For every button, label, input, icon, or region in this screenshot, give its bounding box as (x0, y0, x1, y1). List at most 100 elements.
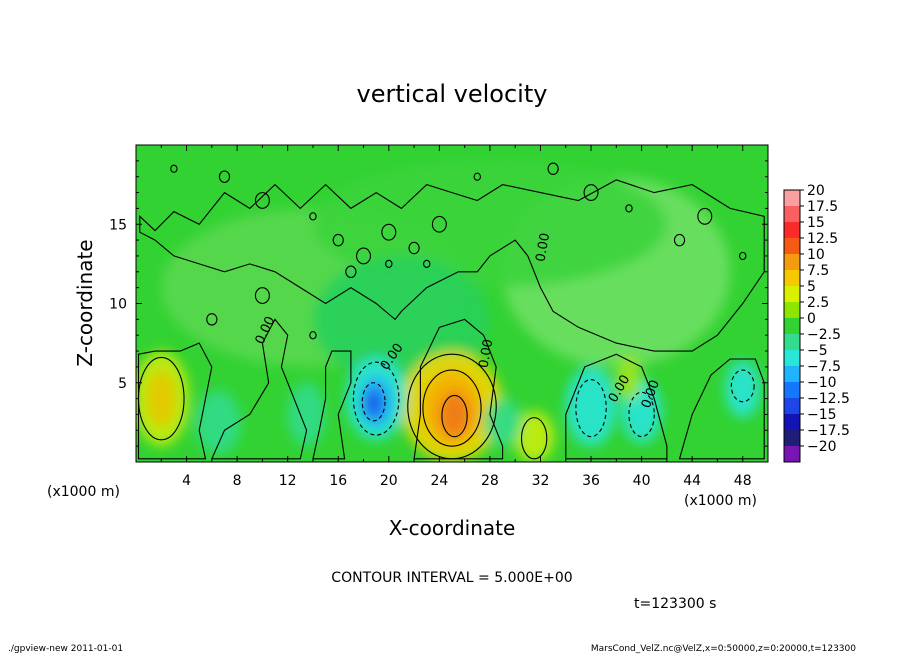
colorbar-label: −2.5 (807, 327, 841, 343)
y-tick-label: 10 (109, 297, 127, 313)
contour-line (673, 233, 686, 247)
colorbar-swatch (784, 254, 800, 271)
x-tick-label: 16 (329, 473, 347, 489)
colorbar-label: 15 (807, 215, 825, 231)
y-axis-label: Z-coordinate (73, 239, 97, 366)
colorbar-label: −7.5 (807, 359, 841, 375)
contour-line (678, 358, 765, 460)
x-axis-label: X-coordinate (389, 516, 516, 540)
contour-line (332, 233, 344, 247)
colorbar-label: −12.5 (807, 391, 850, 407)
x-tick-label: 48 (734, 473, 752, 489)
contour-line-negative (361, 382, 386, 422)
contour-line (218, 170, 231, 183)
field-region (438, 390, 471, 439)
colorbar-swatch (784, 238, 800, 255)
plot-area: 0.000.00 0.000.000.00 0.00 (136, 145, 768, 462)
colorbar-label: 5 (807, 279, 816, 295)
contour-lines (137, 162, 765, 460)
colorbar-label: 20 (807, 183, 825, 199)
colorbar-swatch (784, 430, 800, 447)
y-tick-label: 15 (109, 217, 127, 233)
x-unit-left: (x1000 m) (47, 484, 120, 500)
colorbar-label: −15 (807, 407, 837, 423)
contour-line (583, 184, 599, 201)
x-tick-label: 8 (233, 473, 242, 489)
colorbar-swatch (784, 334, 800, 351)
contour-line (547, 162, 559, 176)
colorbar-swatch (784, 382, 800, 399)
contour-line-negative (352, 361, 400, 436)
contour-line (309, 331, 317, 340)
contour-line (254, 192, 270, 209)
field-region (725, 360, 761, 418)
contour-line (441, 394, 468, 438)
x-unit-right: (x1000 m) (684, 493, 757, 509)
x-axis: 4 8 12 16 20 24 28 32 36 40 44 48 (160, 145, 752, 489)
colorbar-swatch (784, 270, 800, 287)
x-tick-label: 36 (582, 473, 600, 489)
colorbar-label: −5 (807, 343, 828, 359)
x-tick-label: 12 (279, 473, 297, 489)
colorbar-swatch (784, 190, 800, 207)
field-region (364, 389, 383, 418)
colorbar-swatch (784, 302, 800, 319)
contour-line (210, 318, 308, 460)
contour-line (413, 318, 504, 460)
contour-line (254, 287, 270, 304)
contour-line (625, 204, 633, 213)
colorbar-label: 2.5 (807, 295, 829, 311)
colorbar-swatch (784, 398, 800, 415)
contour-line (520, 417, 548, 460)
contour-line (423, 259, 431, 268)
contour-line (385, 259, 393, 268)
contour-label: 0.00 (533, 232, 553, 263)
y-axis: 5 10 15 (109, 160, 768, 447)
x-tick-label: 28 (481, 473, 499, 489)
colorbar-label: −10 (807, 375, 837, 391)
colorbar-label: −17.5 (807, 423, 850, 439)
contour-line-negative (628, 391, 655, 438)
colorbar-swatch (784, 286, 800, 303)
contour-line (345, 265, 357, 279)
contour-label: 0.00 (477, 338, 497, 369)
contour-line (381, 223, 397, 241)
colorbar-swatch (784, 350, 800, 367)
contour-line (697, 207, 713, 225)
contour-line (206, 313, 218, 326)
contour-line (565, 353, 668, 460)
contour-line (473, 172, 481, 181)
field-region (287, 382, 326, 447)
x-tick-label: 40 (633, 473, 651, 489)
contour-line (170, 164, 178, 173)
contour-interval-text: CONTOUR INTERVAL = 5.000E+00 (331, 570, 572, 586)
contour-line (356, 247, 372, 265)
colorbar-swatch (784, 446, 800, 463)
colorbar-label: 10 (807, 247, 825, 263)
field-region (565, 366, 617, 447)
colorbar-label: 7.5 (807, 263, 829, 279)
contour-line (309, 212, 317, 221)
field-region (195, 390, 241, 455)
x-tick-label: 24 (430, 473, 448, 489)
contour-line (408, 241, 420, 255)
colorbar-swatch (784, 206, 800, 223)
colorbar-label: 12.5 (807, 231, 838, 247)
contour-line (422, 369, 482, 447)
contour-line (739, 251, 747, 261)
colorbar: 2017.51512.5107.552.50−2.5−5−7.5−10−12.5… (783, 183, 850, 463)
field-region (146, 370, 177, 428)
x-tick-label: 44 (683, 473, 701, 489)
x-tick-label: 4 (182, 473, 191, 489)
contour-line (139, 179, 765, 352)
time-text: t=123300 s (634, 596, 716, 612)
contour-line-negative (730, 369, 755, 403)
colorbar-frame (783, 189, 801, 463)
contour-line-negative (575, 379, 607, 438)
field-region (483, 398, 522, 447)
colorbar-label: 0 (807, 311, 816, 327)
colorbar-swatch (784, 222, 800, 239)
colorbar-swatch (784, 318, 800, 335)
footer-right: MarsCond_VelZ.nc@VelZ,x=0:50000,z=0:2000… (591, 644, 856, 654)
